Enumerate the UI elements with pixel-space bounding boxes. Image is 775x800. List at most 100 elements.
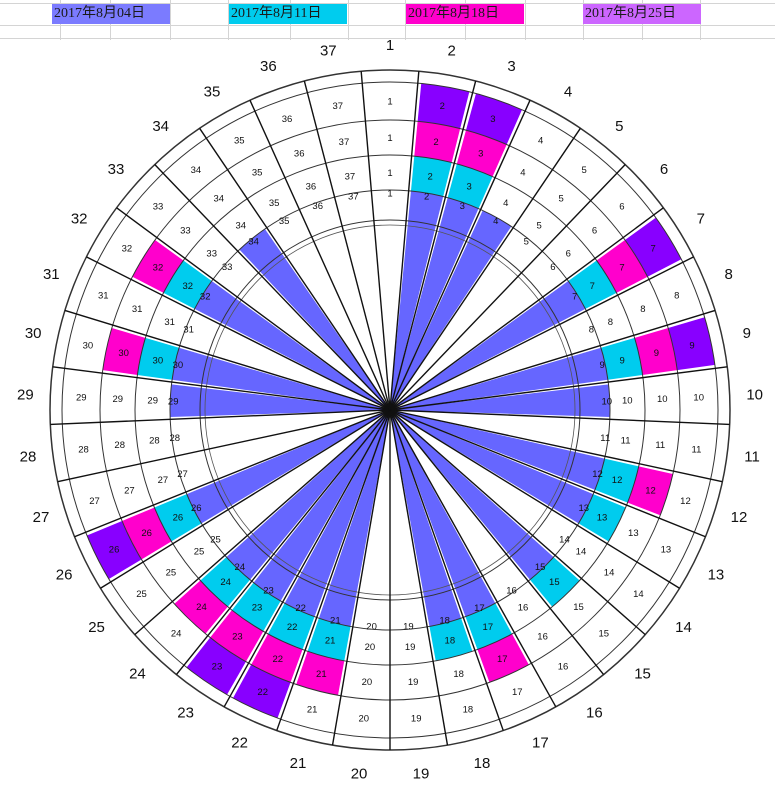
- gridline: [525, 0, 526, 40]
- sector-spoke: [74, 409, 391, 538]
- sector-fill-3: [456, 130, 507, 177]
- ring-number-label: 5: [581, 165, 586, 176]
- sector-fill-24: [200, 557, 251, 607]
- ring-number-label: 17: [512, 687, 523, 698]
- sector-spoke: [389, 409, 605, 675]
- sector-spoke: [303, 80, 391, 411]
- ring-number-label: 5: [537, 221, 542, 232]
- ring-number-label: 21: [316, 669, 327, 680]
- sector-fill-23: [210, 610, 264, 662]
- ring-number-label: 11: [600, 433, 610, 444]
- ring-number-label: 24: [235, 562, 246, 573]
- sector-fill-2: [410, 156, 452, 197]
- ring-number-label: 28: [149, 436, 160, 447]
- ring-number-label: 31: [183, 325, 194, 336]
- sector-outer-label: 28: [20, 448, 37, 465]
- ring-number-label: 13: [597, 512, 608, 523]
- sector-outer-label: 34: [152, 118, 169, 135]
- sector-fill-21: [318, 410, 390, 627]
- sector-outer-label: 2: [448, 42, 456, 59]
- sector-fill-21: [307, 618, 351, 661]
- sector-fill-17: [390, 410, 496, 617]
- sector-spoke: [389, 99, 531, 411]
- sector-outer-label: 30: [25, 325, 42, 342]
- ring-number-label: 21: [330, 615, 341, 626]
- ring-number-label: 34: [214, 193, 225, 204]
- sector-fill-26: [154, 494, 202, 542]
- sector-outer-label: 33: [108, 161, 125, 178]
- ring-number-label: 6: [550, 262, 555, 273]
- sector-outer-label: 35: [204, 83, 221, 100]
- spreadsheet-header-row: 2017年8月04日 2017年8月11日 2017年8月18日 2017年8月…: [0, 0, 775, 40]
- ring-number-label: 4: [503, 198, 508, 209]
- sector-outer-label: 27: [33, 509, 50, 526]
- sector-outer-label: 29: [17, 387, 34, 404]
- ring-number-label: 37: [345, 171, 356, 182]
- sector-outer-label: 31: [43, 266, 60, 283]
- ring-number-label: 14: [559, 535, 570, 546]
- ring-number-label: 32: [122, 243, 133, 254]
- ring-number-label: 27: [177, 469, 188, 480]
- sector-outer-label: 14: [675, 619, 692, 636]
- sector-spoke: [389, 127, 581, 411]
- ring-number-label: 22: [287, 622, 298, 633]
- sector-fill-3: [466, 93, 522, 145]
- legend-cell-aug04[interactable]: 2017年8月04日: [52, 4, 170, 24]
- sector-outer-label: 26: [56, 566, 73, 583]
- gridline: [405, 0, 406, 40]
- sector-outer-label: 25: [88, 619, 105, 636]
- sector-fill-23: [186, 637, 246, 695]
- sector-outer-label: 23: [177, 704, 194, 721]
- ring-number-label: 27: [158, 475, 169, 486]
- ring-number-label: 27: [124, 485, 135, 496]
- sector-outer-label: 5: [615, 118, 623, 135]
- ring-number-label: 15: [599, 629, 610, 640]
- ring-number-label: 10: [622, 395, 633, 406]
- legend-cell-aug11[interactable]: 2017年8月11日: [229, 4, 347, 24]
- sector-fill-22: [267, 603, 315, 650]
- ring-number-label: 3: [466, 182, 471, 193]
- ring-number-label: 8: [674, 290, 679, 301]
- ring-number-label: 25: [166, 568, 177, 579]
- ring-number-label: 9: [599, 360, 604, 371]
- sector-fill-34: [239, 229, 390, 410]
- sector-spoke: [134, 409, 391, 636]
- ring-number-label: 16: [506, 585, 517, 596]
- sector-spoke: [389, 71, 420, 411]
- ring-number-label: 27: [89, 496, 100, 507]
- ring-number-label: 2: [433, 137, 438, 148]
- ring-number-label: 21: [325, 635, 336, 646]
- sector-fill-22: [233, 664, 291, 719]
- sector-fill-9: [390, 347, 608, 410]
- legend-cell-aug18[interactable]: 2017年8月18日: [406, 4, 524, 24]
- sector-fill-13: [390, 410, 594, 524]
- ring-number-label: 15: [573, 602, 584, 613]
- sector-outer-label: 19: [413, 766, 430, 783]
- legend-cell-aug25[interactable]: 2017年8月25日: [583, 4, 701, 24]
- ring-number-label: 5: [559, 193, 564, 204]
- sector-fill-30: [172, 347, 390, 410]
- sector-outer-label: 16: [586, 704, 603, 721]
- gridline: [0, 25, 775, 26]
- sector-outer-label: 4: [564, 83, 572, 100]
- ring-number-label: 13: [578, 503, 589, 514]
- ring-number-label: 30: [173, 360, 184, 371]
- ring-number-label: 26: [173, 512, 184, 523]
- sector-spoke: [389, 409, 557, 708]
- sector-outer-label: 21: [290, 755, 307, 772]
- ring-number-label: 28: [169, 433, 180, 444]
- ring-number-label: 25: [136, 589, 147, 600]
- ring-number-label: 9: [654, 348, 659, 359]
- ring-number-label: 35: [234, 136, 245, 147]
- ring-number-label: 28: [78, 445, 89, 456]
- sector-fill-3: [390, 197, 479, 410]
- sector-spoke: [249, 99, 391, 411]
- sector-spoke: [389, 309, 716, 411]
- ring-number-label: 29: [112, 394, 123, 405]
- ring-number-label: 18: [445, 635, 456, 646]
- ring-number-label: 14: [604, 568, 615, 579]
- sector-spoke: [389, 409, 723, 483]
- ring-number-label: 10: [602, 396, 613, 407]
- ring-number-label: 33: [222, 262, 233, 273]
- sector-outer-label: 3: [507, 58, 515, 75]
